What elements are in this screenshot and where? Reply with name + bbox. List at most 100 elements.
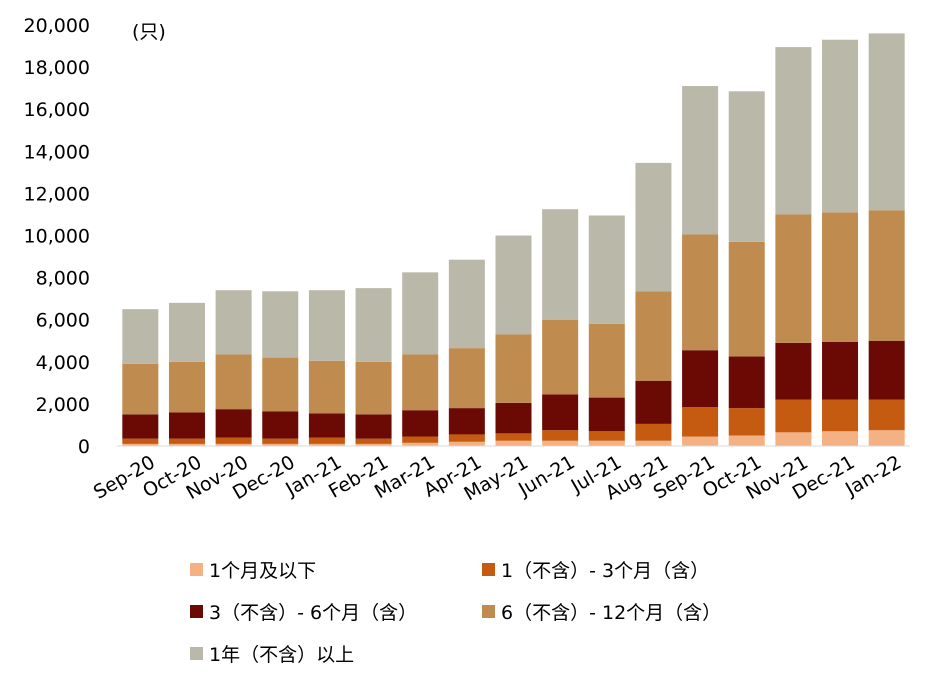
legend-item-1: 1个月及以下 [190,556,316,583]
bar-segment [588,397,625,432]
bar-segment [215,437,252,444]
bar-segment [542,394,579,431]
bar-segment [168,412,205,439]
bar-segment [775,47,812,215]
bar-segment [355,414,392,439]
legend-label-3: 3（不含）- 6个月（含） [209,602,418,624]
stacked-bar-chart: 0 2,000 4,000 6,000 8,000 10,000 12,000 14,000 1… [24,15,910,505]
bar-segment [868,210,905,341]
legend-swatch-1 [190,563,203,576]
bar-segment [262,357,299,412]
bar-segment [822,212,859,342]
bar-segment [822,399,859,432]
bar-segment [542,430,579,441]
y-tick-label: 6,000 [36,310,90,332]
bar-segment [775,214,812,343]
bar-segment [168,443,205,446]
bar-segment [355,288,392,362]
bar-segment [868,340,905,400]
bar-segment [308,360,345,414]
bar-segment [728,241,765,357]
bar-segment [868,430,905,446]
legend-swatch-2 [482,563,495,576]
bar-segment [448,408,485,435]
legend-item-4: 6（不含）- 12个月（含） [482,598,721,625]
bar-segment [635,380,672,424]
bar-segment [448,441,485,446]
bar-segment [262,291,299,358]
bar-segment [775,399,812,433]
bar-segment [728,408,765,436]
legend-item-3: 3（不含）- 6个月（含） [190,598,417,625]
bar-segment [868,33,905,211]
bar-segment [355,361,392,415]
bar-segment [868,399,905,431]
bar-segment [215,290,252,355]
bar-segment [542,209,579,320]
y-axis: 0 2,000 4,000 6,000 8,000 10,000 12,000 14,000 1… [24,15,90,458]
bar-segment [355,438,392,444]
bar-segment [355,443,392,446]
bar-segment [495,433,532,441]
bar-segment [822,431,859,446]
bar-segment [308,413,345,438]
bar-segment [448,259,485,349]
bar-segment [542,440,579,446]
bar-segment [402,436,439,443]
bar-segment [635,291,672,381]
bar-segment [122,414,159,439]
bar-segment [542,319,579,395]
bar-segment [262,443,299,446]
bar-segment [822,341,859,400]
bar-segment [122,309,159,364]
bar-segment [728,91,765,242]
bar-segment [262,411,299,439]
bar-segment [308,437,345,444]
y-tick-label: 4,000 [36,352,90,374]
bar-segment [682,350,719,408]
bar-segment [402,354,439,411]
bar-segment [262,438,299,444]
bar-segment [728,435,765,446]
legend-label-5: 1年（不含）以上 [209,644,355,666]
bars-group [122,33,905,446]
legend-item-2: 1（不含）- 3个月（含） [482,556,709,583]
legend-swatch-5 [190,647,203,660]
x-axis: Sep-20Oct-20Nov-20Dec-20Jan-21Feb-21Mar-… [90,445,910,505]
bar-segment [402,272,439,355]
bar-segment [168,361,205,413]
bar-segment [635,162,672,292]
y-tick-label: 18,000 [24,57,90,79]
bar-segment [822,39,859,213]
bar-segment [728,356,765,409]
bar-segment [495,402,532,434]
bar-segment [682,407,719,437]
y-tick-label: 12,000 [24,183,90,205]
y-tick-label: 14,000 [24,141,90,163]
bar-segment [775,342,812,400]
y-tick-label: 16,000 [24,99,90,121]
bar-segment [448,434,485,442]
bar-segment [588,431,625,441]
legend-swatch-4 [482,605,495,618]
bar-segment [682,86,719,235]
bar-segment [308,443,345,446]
bar-segment [402,442,439,446]
legend-label-2: 1（不含）- 3个月（含） [501,560,710,582]
legend-label-1: 1个月及以下 [209,560,317,582]
bar-segment [122,438,159,444]
bar-segment [215,354,252,410]
bar-segment [402,410,439,437]
y-tick-label: 20,000 [24,15,90,37]
bar-segment [168,302,205,362]
bar-segment [588,323,625,398]
y-tick-label: 10,000 [24,226,90,248]
bar-segment [588,215,625,324]
bar-segment [635,440,672,446]
bar-segment [308,290,345,361]
legend-swatch-3 [190,605,203,618]
bar-segment [682,436,719,446]
bar-segment [215,409,252,438]
bar-segment [635,423,672,441]
bar-segment [682,234,719,351]
